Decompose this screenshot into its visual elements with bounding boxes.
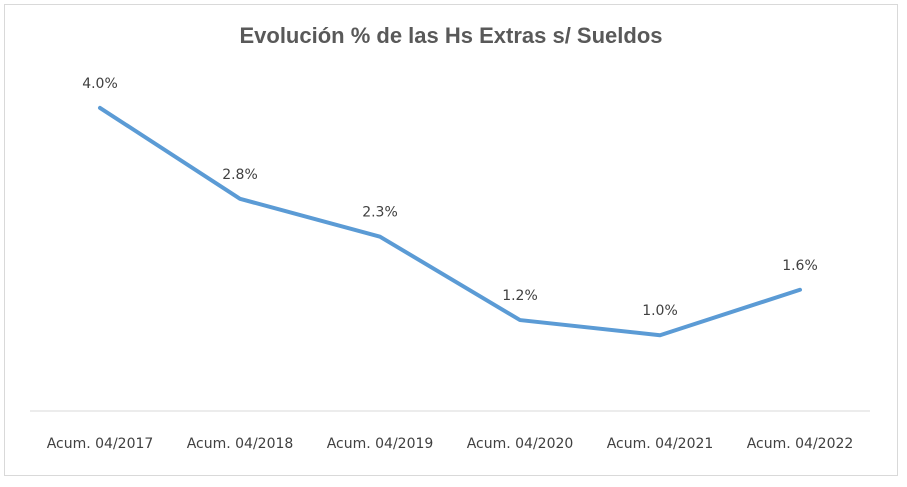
x-tick-label: Acum. 04/2018 (187, 436, 294, 452)
chart-frame: Evolución % de las Hs Extras s/ Sueldos (4, 4, 898, 476)
data-label: 4.0% (82, 76, 118, 92)
data-label: 1.6% (782, 258, 818, 274)
chart-title: Evolución % de las Hs Extras s/ Sueldos (239, 23, 663, 48)
x-tick-label: Acum. 04/2020 (467, 436, 574, 452)
data-label: 2.8% (222, 167, 258, 183)
data-label: 2.3% (362, 205, 398, 221)
series-line (98, 105, 802, 338)
x-tick-label: Acum. 04/2021 (607, 436, 714, 452)
x-tick-label: Acum. 04/2017 (47, 436, 154, 452)
data-label: 1.0% (642, 303, 678, 319)
data-label: 1.2% (502, 288, 538, 304)
x-tick-label: Acum. 04/2019 (327, 436, 434, 452)
x-tick-label: Acum. 04/2022 (747, 436, 854, 452)
